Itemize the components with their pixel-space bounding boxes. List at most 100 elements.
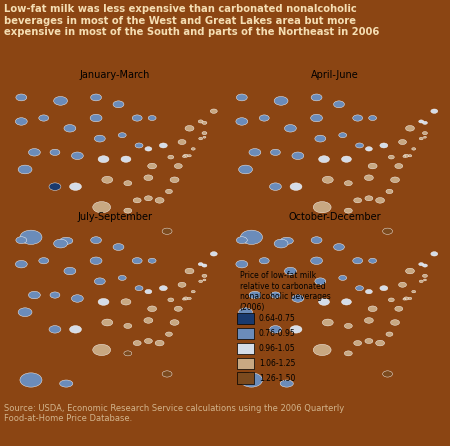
Ellipse shape xyxy=(342,156,351,162)
Ellipse shape xyxy=(388,298,394,302)
Ellipse shape xyxy=(64,124,76,132)
Ellipse shape xyxy=(191,290,195,293)
Ellipse shape xyxy=(382,228,392,234)
Ellipse shape xyxy=(135,286,143,291)
Ellipse shape xyxy=(210,109,217,113)
Ellipse shape xyxy=(249,291,261,299)
Ellipse shape xyxy=(148,163,157,169)
Ellipse shape xyxy=(403,298,406,300)
Ellipse shape xyxy=(198,263,203,266)
Ellipse shape xyxy=(159,286,167,291)
Ellipse shape xyxy=(183,154,188,157)
Ellipse shape xyxy=(148,306,157,312)
Ellipse shape xyxy=(405,125,414,131)
Text: 0.76-0.95: 0.76-0.95 xyxy=(259,329,296,338)
Ellipse shape xyxy=(423,264,427,267)
Ellipse shape xyxy=(144,175,153,181)
Ellipse shape xyxy=(333,244,344,251)
Ellipse shape xyxy=(199,137,202,140)
Ellipse shape xyxy=(270,149,280,156)
Ellipse shape xyxy=(20,373,42,387)
Ellipse shape xyxy=(386,332,393,336)
Ellipse shape xyxy=(322,176,333,183)
Ellipse shape xyxy=(419,280,423,283)
Ellipse shape xyxy=(168,298,174,302)
Ellipse shape xyxy=(132,115,142,121)
Ellipse shape xyxy=(144,318,153,323)
Ellipse shape xyxy=(210,252,217,256)
Ellipse shape xyxy=(162,371,172,377)
Ellipse shape xyxy=(315,278,326,285)
Ellipse shape xyxy=(178,140,186,145)
Ellipse shape xyxy=(135,143,143,148)
Ellipse shape xyxy=(369,258,377,263)
Ellipse shape xyxy=(365,339,373,343)
Ellipse shape xyxy=(431,109,438,113)
Ellipse shape xyxy=(368,163,377,169)
Ellipse shape xyxy=(270,326,281,333)
Title: April-June: April-June xyxy=(311,70,359,79)
Title: January-March: January-March xyxy=(80,70,150,79)
Ellipse shape xyxy=(185,125,194,131)
Ellipse shape xyxy=(18,308,32,317)
Ellipse shape xyxy=(313,202,331,213)
Ellipse shape xyxy=(238,308,252,317)
Ellipse shape xyxy=(380,286,388,291)
Ellipse shape xyxy=(405,268,414,274)
Ellipse shape xyxy=(118,275,126,281)
Ellipse shape xyxy=(236,237,248,244)
Ellipse shape xyxy=(412,148,416,150)
Ellipse shape xyxy=(376,340,385,346)
Ellipse shape xyxy=(178,282,186,287)
Ellipse shape xyxy=(395,306,403,311)
Ellipse shape xyxy=(148,116,156,120)
Ellipse shape xyxy=(64,267,76,275)
Ellipse shape xyxy=(259,115,269,121)
Ellipse shape xyxy=(70,326,81,333)
Ellipse shape xyxy=(202,264,207,267)
Ellipse shape xyxy=(365,289,372,294)
Ellipse shape xyxy=(199,280,202,283)
Ellipse shape xyxy=(50,149,60,156)
Ellipse shape xyxy=(124,181,132,186)
Ellipse shape xyxy=(319,156,329,163)
Ellipse shape xyxy=(339,275,347,281)
Ellipse shape xyxy=(113,101,124,108)
Ellipse shape xyxy=(356,143,364,148)
Ellipse shape xyxy=(144,196,153,201)
Ellipse shape xyxy=(159,143,167,148)
Ellipse shape xyxy=(188,297,191,300)
Bar xyxy=(238,372,254,384)
Ellipse shape xyxy=(124,323,132,328)
Ellipse shape xyxy=(39,115,49,121)
Ellipse shape xyxy=(191,148,195,150)
Ellipse shape xyxy=(102,319,113,326)
Ellipse shape xyxy=(94,278,105,285)
Ellipse shape xyxy=(50,292,60,298)
Ellipse shape xyxy=(39,258,49,264)
Ellipse shape xyxy=(423,136,427,138)
Ellipse shape xyxy=(166,189,172,194)
Ellipse shape xyxy=(395,164,403,169)
Text: Source: USDA, Economic Research Service calculations using the 2006 Quarterly
Fo: Source: USDA, Economic Research Service … xyxy=(4,404,345,423)
Bar xyxy=(238,358,254,369)
Ellipse shape xyxy=(344,181,352,186)
Ellipse shape xyxy=(319,298,329,306)
Ellipse shape xyxy=(202,274,207,277)
Ellipse shape xyxy=(353,115,363,121)
Ellipse shape xyxy=(90,94,102,101)
Ellipse shape xyxy=(170,320,179,325)
Ellipse shape xyxy=(28,291,40,299)
Ellipse shape xyxy=(290,326,302,333)
Text: 1.26-1.50: 1.26-1.50 xyxy=(259,374,295,383)
Ellipse shape xyxy=(431,252,438,256)
Ellipse shape xyxy=(382,371,392,377)
Ellipse shape xyxy=(132,258,142,264)
Ellipse shape xyxy=(72,295,83,302)
Ellipse shape xyxy=(240,230,262,244)
Ellipse shape xyxy=(93,202,111,213)
Ellipse shape xyxy=(144,339,153,343)
Ellipse shape xyxy=(408,155,412,157)
Ellipse shape xyxy=(98,298,109,306)
Ellipse shape xyxy=(259,258,269,264)
